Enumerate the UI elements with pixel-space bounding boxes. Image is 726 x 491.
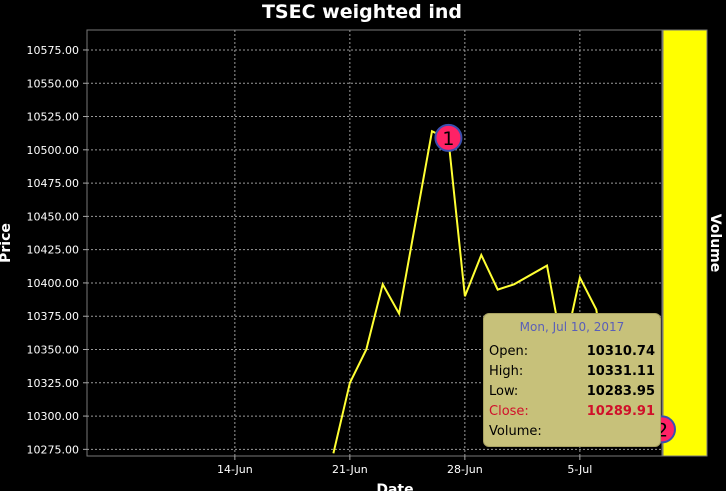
tooltip-low-label: Low: bbox=[489, 384, 519, 399]
volume-axis-title: Volume bbox=[707, 214, 723, 273]
data-tooltip: Mon, Jul 10, 2017 Open: 10310.74 High: 1… bbox=[483, 313, 661, 447]
event-marker-label: 1 bbox=[442, 128, 454, 150]
y-tick-label: 10425.00 bbox=[27, 244, 80, 257]
volume-panel bbox=[662, 29, 708, 457]
y-tick-label: 10350.00 bbox=[27, 344, 80, 357]
x-axis: 14-Jun 21-Jun 28-Jun 5-Jul bbox=[217, 456, 592, 476]
tooltip-volume-label: Volume: bbox=[489, 424, 542, 439]
y-tick-label: 10500.00 bbox=[27, 144, 80, 157]
y-tick-label: 10475.00 bbox=[27, 177, 80, 190]
x-tick-label: 5-Jul bbox=[567, 463, 592, 476]
tooltip-open-label: Open: bbox=[489, 344, 529, 359]
y-tick-label: 10550.00 bbox=[27, 77, 80, 90]
tooltip-high-label: High: bbox=[489, 364, 524, 379]
y-tick-label: 10275.00 bbox=[27, 443, 80, 456]
y-tick-label: 10325.00 bbox=[27, 377, 80, 390]
chart-title: TSEC weighted ind bbox=[262, 1, 462, 23]
y-tick-label: 10525.00 bbox=[27, 111, 80, 124]
tooltip-close-value: 10289.91 bbox=[586, 404, 655, 419]
x-tick-label: 28-Jun bbox=[447, 463, 483, 476]
y-tick-label: 10300.00 bbox=[27, 410, 80, 423]
x-tick-label: 14-Jun bbox=[217, 463, 253, 476]
tooltip-high-value: 10331.11 bbox=[586, 364, 655, 379]
price-series bbox=[332, 129, 663, 454]
tooltip-close-label: Close: bbox=[489, 404, 529, 419]
tooltip-row-volume: Volume: bbox=[489, 422, 655, 442]
event-marker-circle[interactable] bbox=[434, 123, 463, 152]
tooltip-low-value: 10283.95 bbox=[586, 384, 655, 399]
y-axis: 10275.00 10300.00 10325.00 10350.00 10375.00… bbox=[27, 44, 87, 456]
tooltip-open-value: 10310.74 bbox=[586, 344, 655, 359]
tooltip-date: Mon, Jul 10, 2017 bbox=[519, 320, 625, 334]
tooltip-row-open: Open: 10310.74 bbox=[489, 342, 655, 362]
price-line bbox=[332, 129, 663, 454]
tooltip-row-close: Close: 10289.91 bbox=[489, 402, 655, 422]
x-axis-title: Date bbox=[376, 482, 413, 491]
y-axis-title: Price bbox=[0, 223, 14, 263]
tooltip-row-low: Low: 10283.95 bbox=[489, 382, 655, 402]
y-tick-label: 10575.00 bbox=[27, 44, 80, 57]
x-tick-label: 21-Jun bbox=[332, 463, 368, 476]
y-tick-label: 10375.00 bbox=[27, 310, 80, 323]
y-tick-label: 10400.00 bbox=[27, 277, 80, 290]
event-marker[interactable]: 1 bbox=[434, 123, 463, 152]
y-tick-label: 10450.00 bbox=[27, 210, 80, 223]
tooltip-row-high: High: 10331.11 bbox=[489, 362, 655, 382]
grid bbox=[87, 30, 662, 456]
